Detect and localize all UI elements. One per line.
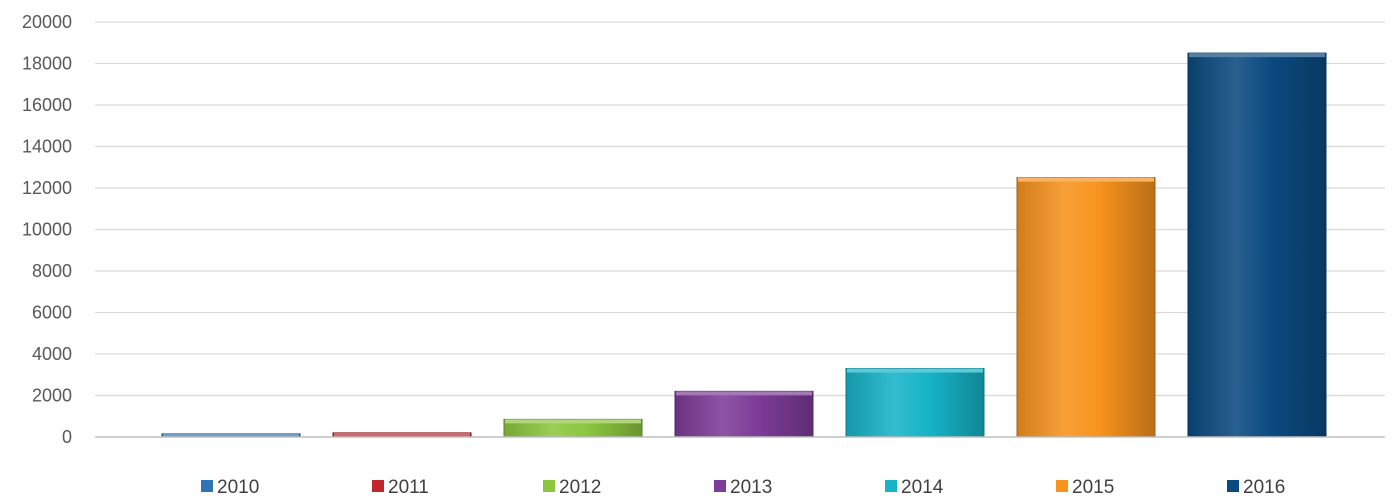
bar-top-highlight: [163, 433, 299, 437]
y-tick-label: 10000: [22, 220, 72, 240]
bar-top-highlight: [334, 432, 470, 437]
bar-2016: [1187, 52, 1327, 438]
y-tick-label: 8000: [32, 261, 72, 281]
legend-item-2016: 2016: [1227, 477, 1285, 498]
y-tick-label: 18000: [22, 54, 72, 74]
y-tick-label: 12000: [22, 178, 72, 198]
legend-label: 2010: [217, 477, 259, 498]
legend-swatch: [1227, 480, 1239, 492]
legend-swatch: [201, 480, 213, 492]
legend-item-2011: 2011: [372, 477, 429, 498]
legend-label: 2014: [901, 477, 944, 498]
gridlines: [95, 21, 1385, 397]
legend-swatch: [885, 480, 897, 492]
bar-2013: [674, 390, 814, 438]
y-tick-label: 20000: [22, 12, 72, 32]
bar-2015: [1016, 177, 1156, 438]
legend-label: 2012: [559, 477, 601, 498]
legend-swatch: [543, 480, 555, 492]
y-tick-label: 4000: [32, 344, 72, 364]
legend-swatch: [1056, 480, 1068, 492]
bar-top-highlight: [1189, 53, 1325, 58]
bar-top-highlight: [676, 391, 812, 396]
bar-top-highlight: [847, 368, 983, 373]
y-tick-label: 0: [62, 427, 72, 447]
legend-label: 2011: [388, 477, 429, 498]
legend: 2010 2011 2012 2013 2014 2015 2016: [201, 477, 1285, 498]
y-tick-label: 2000: [32, 386, 72, 406]
legend-label: 2016: [1243, 477, 1285, 498]
bar-top-highlight: [505, 419, 641, 424]
legend-swatch: [714, 480, 726, 492]
y-axis-tick-labels: 0 2000 4000 6000 8000 10000 12000 14000 16000 180…: [22, 12, 72, 447]
bar-2014: [845, 368, 985, 438]
legend-swatch: [372, 480, 384, 492]
y-tick-label: 16000: [22, 95, 72, 115]
legend-item-2013: 2013: [714, 477, 772, 498]
y-tick-label: 6000: [32, 303, 72, 323]
bars: [161, 52, 1327, 438]
legend-item-2015: 2015: [1056, 477, 1114, 498]
bar-top-highlight: [1018, 177, 1154, 182]
legend-item-2010: 2010: [201, 477, 259, 498]
y-tick-label: 14000: [22, 137, 72, 157]
legend-item-2012: 2012: [543, 477, 601, 498]
legend-label: 2013: [730, 477, 772, 498]
legend-label: 2015: [1072, 477, 1114, 498]
legend-item-2014: 2014: [885, 477, 944, 498]
